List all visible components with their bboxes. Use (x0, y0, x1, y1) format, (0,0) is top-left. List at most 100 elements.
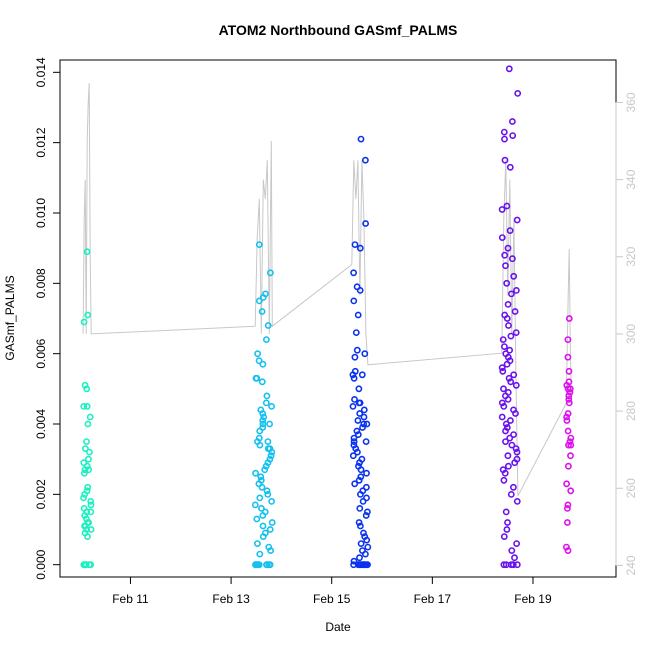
series-1 (80, 248, 95, 569)
data-point (85, 455, 92, 463)
data-point (362, 512, 370, 519)
data-point (266, 269, 274, 277)
data-point (566, 438, 574, 445)
data-point (255, 297, 263, 305)
data-point (510, 272, 518, 280)
data-point (505, 65, 513, 73)
data-point (504, 519, 511, 526)
data-point (80, 402, 88, 410)
y-tick-label: 0.010 (34, 198, 48, 228)
data-point (565, 462, 572, 470)
data-point (564, 519, 571, 526)
chart-title: ATOM2 Northbound GASmf_PALMS (219, 22, 458, 38)
data-point (565, 367, 573, 375)
y-tick-label: 0.008 (34, 268, 48, 298)
data-point (563, 543, 570, 551)
data-point (512, 381, 520, 389)
data-point (351, 353, 359, 361)
data-point (363, 536, 371, 544)
data-point (565, 392, 573, 400)
data-point (503, 526, 511, 533)
data-point (356, 459, 363, 467)
y-tick-label: 0.000 (34, 549, 48, 579)
data-point (503, 202, 511, 210)
data-point (500, 561, 508, 569)
data-point (511, 308, 519, 315)
data-point (362, 483, 370, 491)
data-point (80, 494, 87, 502)
data-point (80, 561, 88, 569)
data-point (353, 448, 361, 456)
data-point (266, 526, 274, 533)
data-point (255, 357, 263, 365)
data-point (509, 561, 517, 569)
data-point (514, 90, 522, 97)
data-point (511, 459, 519, 467)
data-point (499, 336, 507, 343)
data-point (502, 420, 510, 428)
data-point (567, 452, 574, 460)
data-point (357, 466, 365, 474)
data-point (361, 156, 369, 164)
data-point (513, 448, 521, 456)
data-point (265, 561, 273, 569)
data-point (504, 300, 512, 308)
data-point (349, 452, 357, 460)
series-4 (498, 65, 522, 569)
y2-tick-label: 260 (624, 478, 638, 498)
data-point (363, 494, 370, 502)
data-point (564, 353, 572, 361)
data-point (513, 497, 521, 505)
y-axis-label: GASmf_PALMS (3, 275, 17, 360)
x-tick-label: Feb 13 (212, 592, 250, 606)
data-point (355, 476, 363, 484)
data-point (353, 346, 361, 354)
data-point (355, 519, 363, 526)
data-point (563, 480, 570, 488)
data-point (83, 248, 91, 256)
data-point (565, 395, 573, 403)
data-point (262, 290, 269, 298)
data-point (567, 434, 575, 442)
data-point (259, 410, 267, 417)
data-point (350, 434, 358, 442)
data-point (253, 515, 261, 523)
data-point (262, 399, 270, 407)
data-point (259, 512, 267, 519)
data-point (350, 438, 358, 445)
series-5 (563, 315, 575, 554)
data-point (84, 420, 92, 428)
data-point (506, 163, 514, 171)
data-point (268, 519, 276, 526)
data-point (356, 522, 364, 530)
y2-tick-label: 340 (624, 169, 638, 189)
data-point (564, 336, 572, 343)
data-point (357, 135, 365, 143)
data-point (500, 343, 508, 350)
data-point (564, 501, 572, 509)
y2-tick-label: 300 (624, 324, 638, 344)
data-point (252, 561, 259, 569)
data-point (268, 402, 275, 410)
data-point (500, 476, 508, 484)
data-point (84, 311, 92, 319)
data-point (255, 241, 263, 248)
data-point (565, 315, 573, 322)
data-point (268, 497, 275, 505)
data-point (501, 135, 508, 143)
data-point (252, 469, 259, 477)
data-point (259, 417, 267, 424)
data-point (258, 483, 266, 491)
data-point (502, 262, 509, 270)
x-tick-label: Feb 11 (112, 592, 149, 606)
data-point (359, 497, 367, 505)
data-point (355, 385, 363, 393)
data-point (263, 561, 270, 569)
data-point (359, 424, 366, 431)
data-point (512, 410, 519, 417)
data-point (356, 490, 364, 498)
data-point (506, 227, 514, 234)
data-point (564, 410, 572, 417)
data-point (258, 378, 266, 386)
data-point (513, 540, 520, 547)
